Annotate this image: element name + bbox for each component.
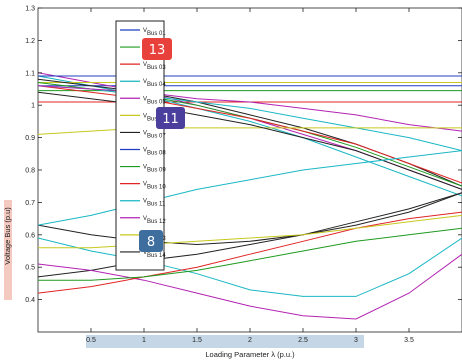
badge-label: 8 [147, 235, 155, 250]
legend-label: V [143, 62, 147, 68]
xtick-label: 3.5 [404, 337, 414, 344]
ytick-label: 0.7 [25, 200, 35, 207]
legend-label: V [143, 216, 147, 222]
legend-subscript: Bus 10 [147, 185, 166, 191]
xtick-label: 0.5 [86, 337, 96, 344]
ytick-label: 1 [31, 103, 35, 110]
axis-highlights [4, 200, 364, 348]
lower-curve-8 [38, 214, 462, 249]
ytick-label: 0.6 [25, 232, 35, 239]
legend-label: V [143, 182, 147, 188]
legend-subscript: Bus 14 [147, 253, 166, 259]
series-line-10 [37, 85, 462, 184]
legend-label: V [143, 28, 147, 34]
badge-13 [142, 38, 172, 60]
legend-subscript: Bus 08 [147, 151, 166, 157]
legend-subscript: Bus 05 [147, 99, 166, 105]
series-line-11 [37, 85, 462, 152]
badge-label: 11 [162, 112, 179, 127]
legend-label: V [143, 250, 147, 256]
lower-curve-7 [38, 227, 462, 281]
plot-area [37, 7, 462, 333]
ytick-label: 0.8 [25, 168, 35, 175]
legend-label: V [143, 113, 147, 119]
ytick-label: 0.5 [25, 265, 35, 272]
xaxis-label: Loading Parameter λ (p.u.) [205, 350, 295, 359]
badge-11 [156, 107, 185, 129]
legend-label: V [143, 79, 147, 85]
lower-curve-6 [37, 211, 462, 294]
legend-label: V [143, 165, 147, 171]
axis-ticks: 0.5 1 1.5 2 2.5 3 3.5 0.4 0.5 0.6 0.7 0.8 0.9 1 1.1 1.2… [25, 6, 462, 344]
badge-8 [139, 230, 163, 252]
xtick-label: 2 [248, 337, 252, 344]
legend-subscript: Bus 12 [147, 219, 166, 225]
ytick-label: 1.1 [25, 70, 35, 77]
series-line-4 [37, 75, 462, 197]
legend-label: V [143, 96, 147, 102]
legend-box [115, 20, 165, 271]
series-line-13 [37, 127, 462, 135]
legend-label: V [143, 199, 147, 205]
xtick-label: 3 [354, 337, 358, 344]
ytick-label: 1.3 [25, 6, 35, 13]
ytick-label: 1.2 [25, 38, 35, 45]
legend-subscript: Bus 04 [147, 82, 166, 88]
series-line-12 [37, 85, 462, 132]
legend-subscript: Bus 07 [147, 133, 166, 139]
lower-curve-1 [37, 192, 462, 246]
legend-subscript: Bus 11 [147, 202, 166, 208]
series-line-14 [37, 91, 462, 190]
ytick-label: 0.4 [25, 297, 35, 304]
xaxis-highlight [86, 335, 364, 348]
legend-label: V [143, 130, 147, 136]
yaxis-label: Voltage Bus (p.u) [3, 207, 12, 265]
yaxis-highlight [4, 200, 12, 300]
badges: 13 11 8 [139, 38, 185, 252]
legend-subscript: Bus 01 [147, 31, 166, 37]
lower-curve-4 [37, 237, 462, 297]
ytick-label: 0.9 [25, 135, 35, 142]
legend-subscript: Bus 03 [147, 65, 166, 71]
xtick-label: 1 [142, 337, 146, 344]
xtick-label: 1.5 [192, 337, 202, 344]
xtick-label: 2.5 [298, 337, 308, 344]
lower-curve-3 [37, 150, 462, 226]
lower-curve-5 [37, 253, 462, 320]
lower-curve-2 [37, 192, 462, 278]
badge-label: 13 [149, 43, 166, 58]
legend-subscript: Bus 09 [147, 168, 166, 174]
data-curves [37, 72, 462, 320]
legend-label: V [143, 148, 147, 154]
